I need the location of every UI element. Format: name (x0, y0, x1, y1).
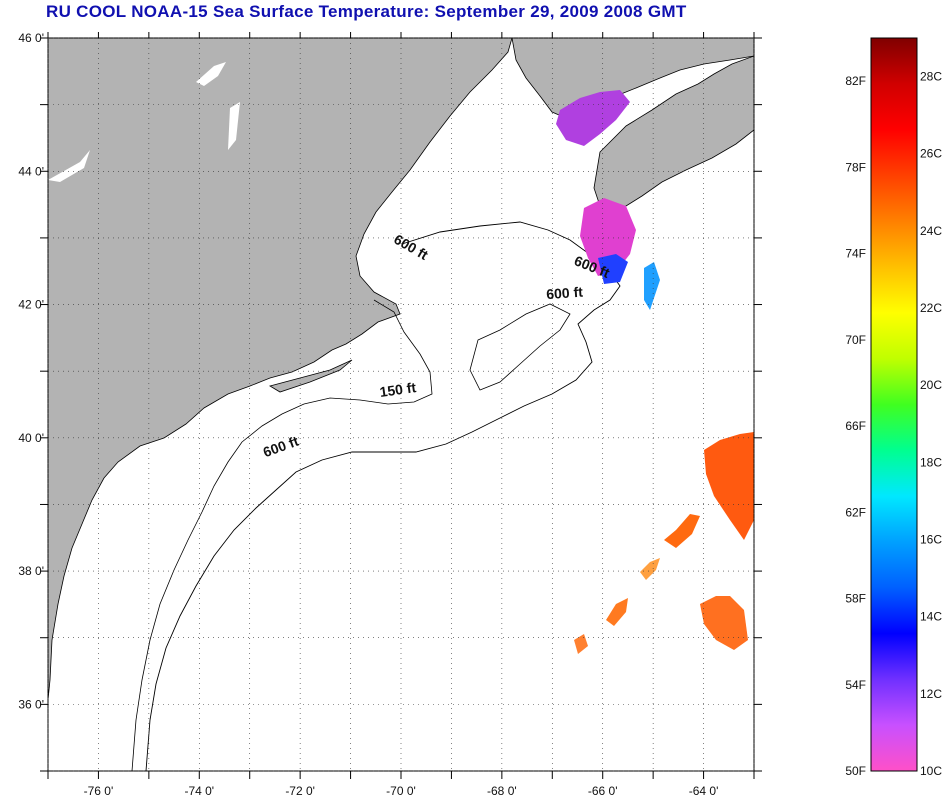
lake (48, 150, 90, 182)
colorbar-scale (870, 37, 918, 772)
lat-tick-label: 36 0' (18, 697, 44, 711)
sst-patch-warm (664, 514, 700, 548)
depth-contour-600ft (145, 221, 621, 771)
lat-tick-label: 46 0' (18, 31, 44, 45)
colorbar-f-label: 50F (845, 764, 866, 778)
sst-patch-blue (598, 254, 628, 284)
colorbar-f-label: 82F (845, 74, 866, 88)
axis-ticks: -76 0' -74 0' -72 0' -70 0' -68 0' -66 0' -64 … (18, 31, 762, 798)
colorbar-f-label: 54F (845, 678, 866, 692)
sst-patch-warm (700, 596, 748, 650)
sst-patch-warm (704, 432, 754, 540)
colorbar-f-label: 70F (845, 333, 866, 347)
celsius-labels: 28C 26C 24C 22C 20C 18C 16C 14C 12C 10C (920, 70, 942, 778)
colorbar-f-label: 58F (845, 592, 866, 606)
lat-tick-label: 40 0' (18, 431, 44, 445)
colorbar-c-label: 26C (920, 147, 942, 161)
colorbar-c-label: 14C (920, 610, 942, 624)
georges-bank-contour (469, 303, 571, 391)
colorbar-f-label: 66F (845, 419, 866, 433)
colorbar-c-label: 16C (920, 533, 942, 547)
colorbar-c-label: 18C (920, 455, 942, 469)
lon-tick-label: -66 0' (588, 784, 618, 798)
lake (228, 102, 240, 150)
lon-tick-label: -74 0' (184, 784, 214, 798)
lake (196, 62, 226, 86)
lon-tick-label: -76 0' (84, 784, 114, 798)
graticule (47, 37, 755, 772)
sst-patch-warm (574, 634, 588, 654)
fahrenheit-labels: 82F 78F 74F 70F 66F 62F 58F 54F 50F (845, 74, 866, 778)
lat-tick-label: 42 0' (18, 298, 44, 312)
sst-patch-bay-of-fundy (556, 90, 630, 146)
sst-patch-warm (606, 598, 628, 626)
sst-patch-cool (644, 262, 660, 310)
colorbar-c-label: 12C (920, 687, 942, 701)
colorbar-c-label: 10C (920, 764, 942, 778)
long-island (268, 359, 353, 393)
lon-tick-label: -70 0' (386, 784, 416, 798)
lat-tick-label: 38 0' (18, 564, 44, 578)
sst-patch-gulf-of-maine (580, 198, 636, 276)
lon-tick-label: -72 0' (285, 784, 315, 798)
lat-tick-label: 44 0' (18, 164, 44, 178)
colorbar-f-label: 62F (845, 505, 866, 519)
lon-tick-label: -64 0' (689, 784, 719, 798)
colorbar-c-label: 22C (920, 301, 942, 315)
map-title: RU COOL NOAA-15 Sea Surface Temperature:… (46, 2, 687, 21)
chesapeake-bay (96, 520, 114, 640)
colorbar-c-label: 20C (920, 378, 942, 392)
colorbar-f-label: 74F (845, 247, 866, 261)
lon-tick-label: -68 0' (487, 784, 517, 798)
colorbar-c-label: 24C (920, 224, 942, 238)
us-landmass (48, 38, 513, 701)
depth-contour-150ft (131, 299, 433, 771)
depth-contour-label: 150 ft (379, 379, 418, 400)
colorbar-f-label: 78F (845, 160, 866, 174)
sst-patch-warm (640, 558, 660, 580)
colorbar-c-label: 28C (920, 70, 942, 84)
depth-contour-label: 600 ft (546, 284, 584, 303)
